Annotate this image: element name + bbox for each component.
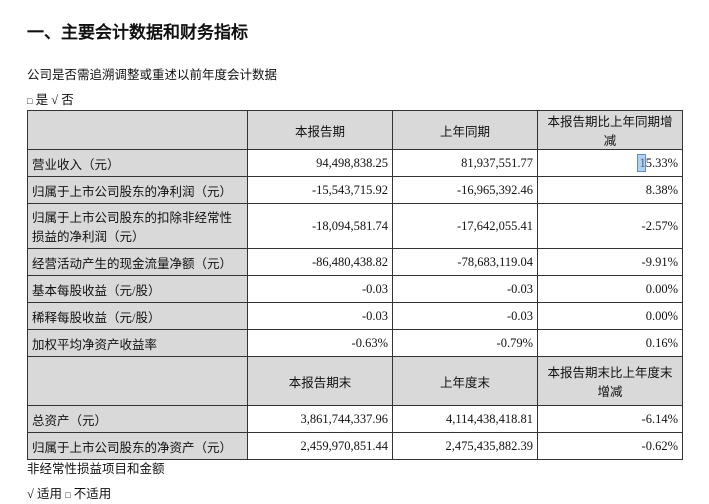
header-cell: 上年度末 — [392, 356, 538, 406]
value-cell: -2.57% — [537, 203, 683, 249]
value-cell: 3,861,744,337.96 — [247, 405, 393, 433]
value-cell: -15,543,715.92 — [247, 176, 393, 204]
table-row: 经营活动产生的现金流量净额（元） -86,480,438.82 -78,683,11… — [27, 248, 683, 276]
header-cell — [27, 356, 248, 406]
check-icon: √ — [51, 93, 59, 107]
header-cell: 本报告期 — [247, 110, 393, 150]
checkbox-empty-icon: □ — [27, 96, 33, 106]
choice-restate: □ 是 √ 否 — [27, 89, 74, 108]
header-cell: 本报告期末比上年度末增减 — [537, 356, 683, 406]
value-cell: -86,480,438.82 — [247, 248, 393, 276]
row-label: 经营活动产生的现金流量净额（元） — [27, 248, 248, 276]
table-header-row: 本报告期 上年同期 本报告期比上年同期增减 — [27, 110, 683, 150]
table-row: 加权平均净资产收益率 -0.63% -0.79% 0.16% — [27, 329, 683, 357]
row-label: 归属于上市公司股东的扣除非经常性损益的净利润（元） — [27, 203, 248, 249]
value-cell: 2,475,435,882.39 — [392, 432, 538, 460]
check-icon: √ — [27, 487, 34, 501]
value-cell: -0.03 — [247, 275, 393, 303]
value-cell: -0.03 — [392, 302, 538, 330]
table-row: 总资产（元） 3,861,744,337.96 4,114,438,418.81 -6… — [27, 405, 683, 433]
table-header-row: 本报告期末 上年度末 本报告期末比上年度末增减 — [27, 356, 683, 406]
header-cell: 本报告期末 — [247, 356, 393, 406]
section-title: 一、主要会计数据和财务指标 — [27, 23, 248, 43]
table-row: 基本每股收益（元/股） -0.03 -0.03 0.00% — [27, 275, 683, 303]
value-cell: 8.38% — [537, 176, 683, 204]
table-row: 归属于上市公司股东的净利润（元） -15,543,715.92 -16,965,39… — [27, 176, 683, 204]
row-label: 加权平均净资产收益率 — [27, 329, 248, 357]
option-no: 否 — [61, 93, 74, 107]
value-cell: -18,094,581.74 — [247, 203, 393, 249]
value-cell: 2,459,970,851.44 — [247, 432, 393, 460]
value-cell: -0.62% — [537, 432, 683, 460]
value-cell: -0.79% — [392, 329, 538, 357]
value-cell: -6.14% — [537, 405, 683, 433]
row-label: 归属于上市公司股东的净利润（元） — [27, 176, 248, 204]
header-cell: 本报告期比上年同期增减 — [537, 110, 683, 150]
value-cell: -0.03 — [392, 275, 538, 303]
value-cell: 0.00% — [537, 275, 683, 303]
value-cell: 15.33% — [537, 149, 683, 177]
option-not-applicable: 不适用 — [73, 487, 112, 501]
row-label: 总资产（元） — [27, 405, 248, 433]
checkbox-empty-icon: □ — [65, 490, 71, 500]
value-cell: 94,498,838.25 — [247, 149, 393, 177]
table-row: 营业收入（元） 94,498,838.25 81,937,551.77 15.33% — [27, 149, 683, 177]
value-cell: -9.91% — [537, 248, 683, 276]
value-cell: 0.16% — [537, 329, 683, 357]
option-applicable: 适用 — [37, 487, 63, 501]
value-cell: 0.00% — [537, 302, 683, 330]
row-label: 基本每股收益（元/股） — [27, 275, 248, 303]
header-cell — [27, 110, 248, 150]
table-row: 稀释每股收益（元/股） -0.03 -0.03 0.00% — [27, 302, 683, 330]
option-yes: 是 — [35, 93, 49, 107]
row-label: 稀释每股收益（元/股） — [27, 302, 248, 330]
value-cell: -0.03 — [247, 302, 393, 330]
question-text: 公司是否需追溯调整或重述以前年度会计数据 — [27, 68, 278, 82]
nonrecurring-text: 非经常性损益项目和金额 — [27, 462, 165, 476]
table-row: 归属于上市公司股东的净资产（元） 2,459,970,851.44 2,475,43… — [27, 432, 683, 460]
table-row: 归属于上市公司股东的扣除非经常性损益的净利润（元） -18,094,581.74-… — [27, 203, 683, 249]
value-cell: -16,965,392.46 — [392, 176, 538, 204]
row-label: 归属于上市公司股东的净资产（元） — [27, 432, 248, 460]
value-cell: 4,114,438,418.81 — [392, 405, 538, 433]
value-cell: -0.63% — [247, 329, 393, 357]
value-cell: -78,683,119.04 — [392, 248, 538, 276]
row-label: 营业收入（元） — [27, 149, 248, 177]
value-cell: -17,642,055.41 — [392, 203, 538, 249]
value-cell: 81,937,551.77 — [392, 149, 538, 177]
header-cell: 上年同期 — [392, 110, 538, 150]
choice-applicable: √ 适用 □ 不适用 — [27, 483, 111, 502]
change-value-with-cursor: 15.33% — [639, 155, 678, 170]
financial-table: 本报告期 上年同期 本报告期比上年同期增减 营业收入（元） 94,498,838.25 8… — [27, 110, 683, 460]
